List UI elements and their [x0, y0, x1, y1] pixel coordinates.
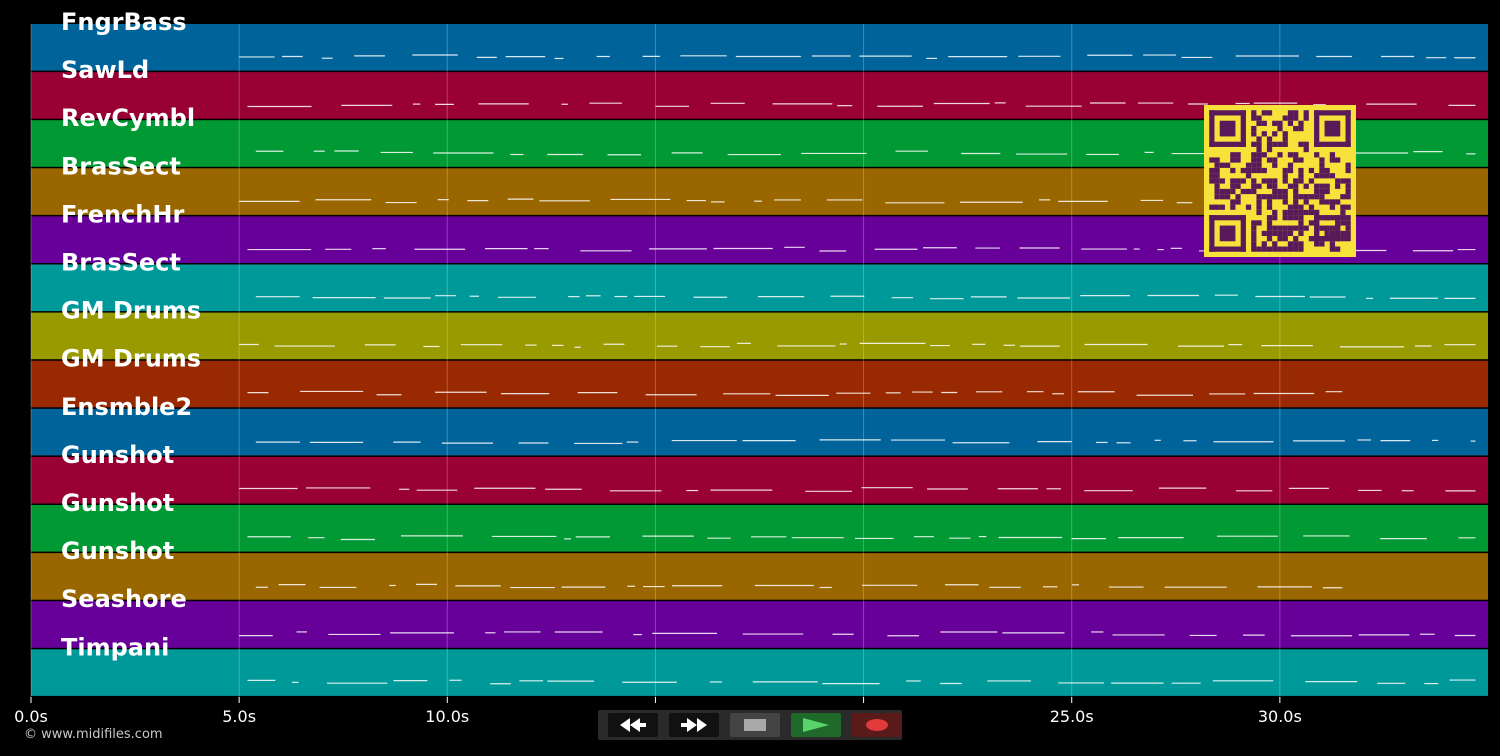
- copyright-text: © www.midifiles.com: [24, 727, 163, 742]
- track-label: GM Drums: [61, 297, 201, 325]
- track-lane: [31, 408, 1488, 456]
- qr-code-image: [1209, 110, 1351, 252]
- track-label: FngrBass: [61, 8, 187, 36]
- axis-tick-label: 30.0s: [1258, 707, 1302, 726]
- track-lane: [31, 553, 1488, 600]
- record-button[interactable]: [852, 713, 902, 737]
- axis-tick-label: 25.0s: [1050, 707, 1094, 726]
- track-label: GM Drums: [61, 345, 201, 373]
- track-lane: [31, 601, 1488, 648]
- track-lane: [31, 456, 1488, 504]
- stop-button[interactable]: [730, 713, 780, 737]
- transport-controls: [598, 710, 902, 740]
- axis-tick-label: 5.0s: [222, 707, 256, 726]
- track-lane: [31, 264, 1488, 312]
- track-label: Seashore: [61, 585, 187, 613]
- track-label: BrasSect: [61, 152, 181, 180]
- stop-icon: [744, 719, 766, 731]
- record-icon: [866, 719, 888, 731]
- track-label: Ensmble2: [61, 393, 192, 421]
- fast-forward-icon: [681, 718, 707, 732]
- track-lane: [31, 505, 1488, 552]
- play-icon: [803, 718, 829, 732]
- track-label: RevCymbl: [61, 104, 195, 132]
- track-label: SawLd: [61, 56, 149, 84]
- fast-forward-button[interactable]: [669, 713, 719, 737]
- track-lane: [31, 649, 1488, 696]
- track-label: Timpani: [61, 633, 169, 661]
- axis-tick-label: 10.0s: [425, 707, 469, 726]
- track-label: Gunshot: [61, 441, 174, 469]
- track-lane: [31, 312, 1488, 360]
- track-label: Gunshot: [61, 489, 174, 517]
- axis-tick-label: 0.0s: [14, 707, 48, 726]
- track-lane: [31, 24, 1488, 71]
- qr-code: [1204, 105, 1356, 257]
- play-button[interactable]: [791, 713, 841, 737]
- track-label: Gunshot: [61, 537, 174, 565]
- track-label: BrasSect: [61, 249, 181, 277]
- track-label: FrenchHr: [61, 200, 184, 228]
- rewind-icon: [620, 718, 646, 732]
- track-lane: [31, 360, 1488, 408]
- rewind-button[interactable]: [608, 713, 658, 737]
